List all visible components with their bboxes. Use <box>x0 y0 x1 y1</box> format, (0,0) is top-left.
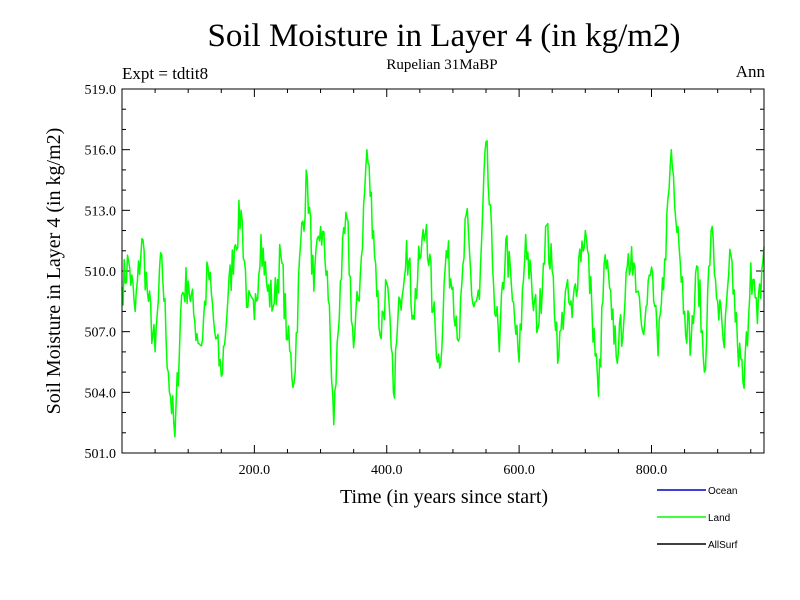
y-tick-label: 507.0 <box>85 326 117 341</box>
legend-label-allsurf: AllSurf <box>708 540 738 551</box>
y-tick-label: 513.0 <box>85 204 117 219</box>
y-axis-label: Soil Moisture in Layer 4 (in kg/m2) <box>43 128 65 415</box>
experiment-label: Expt = tdtit8 <box>122 64 208 83</box>
y-tick-label: 519.0 <box>85 83 117 98</box>
y-tick-label: 501.0 <box>85 447 117 462</box>
x-axis-label: Time (in years since start) <box>340 486 548 508</box>
y-tick-label: 504.0 <box>85 386 117 401</box>
x-tick-label: 400.0 <box>371 463 403 478</box>
series-line-land <box>121 140 765 438</box>
plot-frame <box>121 88 765 454</box>
x-tick-label: 800.0 <box>636 463 668 478</box>
x-tick-label: 200.0 <box>239 463 271 478</box>
y-tick-label: 510.0 <box>85 265 117 280</box>
x-tick-label: 600.0 <box>503 463 535 478</box>
season-label: Ann <box>736 62 766 81</box>
legend-label-ocean: Ocean <box>708 486 737 497</box>
series-layer <box>121 140 765 438</box>
legend-label-land: Land <box>708 513 730 524</box>
legend: Ocean Land AllSurf <box>657 486 738 551</box>
y-tick-label: 516.0 <box>85 144 117 159</box>
chart-subtitle: Rupelian 31MaBP <box>386 57 497 73</box>
chart-title: Soil Moisture in Layer 4 (in kg/m2) <box>208 18 681 54</box>
